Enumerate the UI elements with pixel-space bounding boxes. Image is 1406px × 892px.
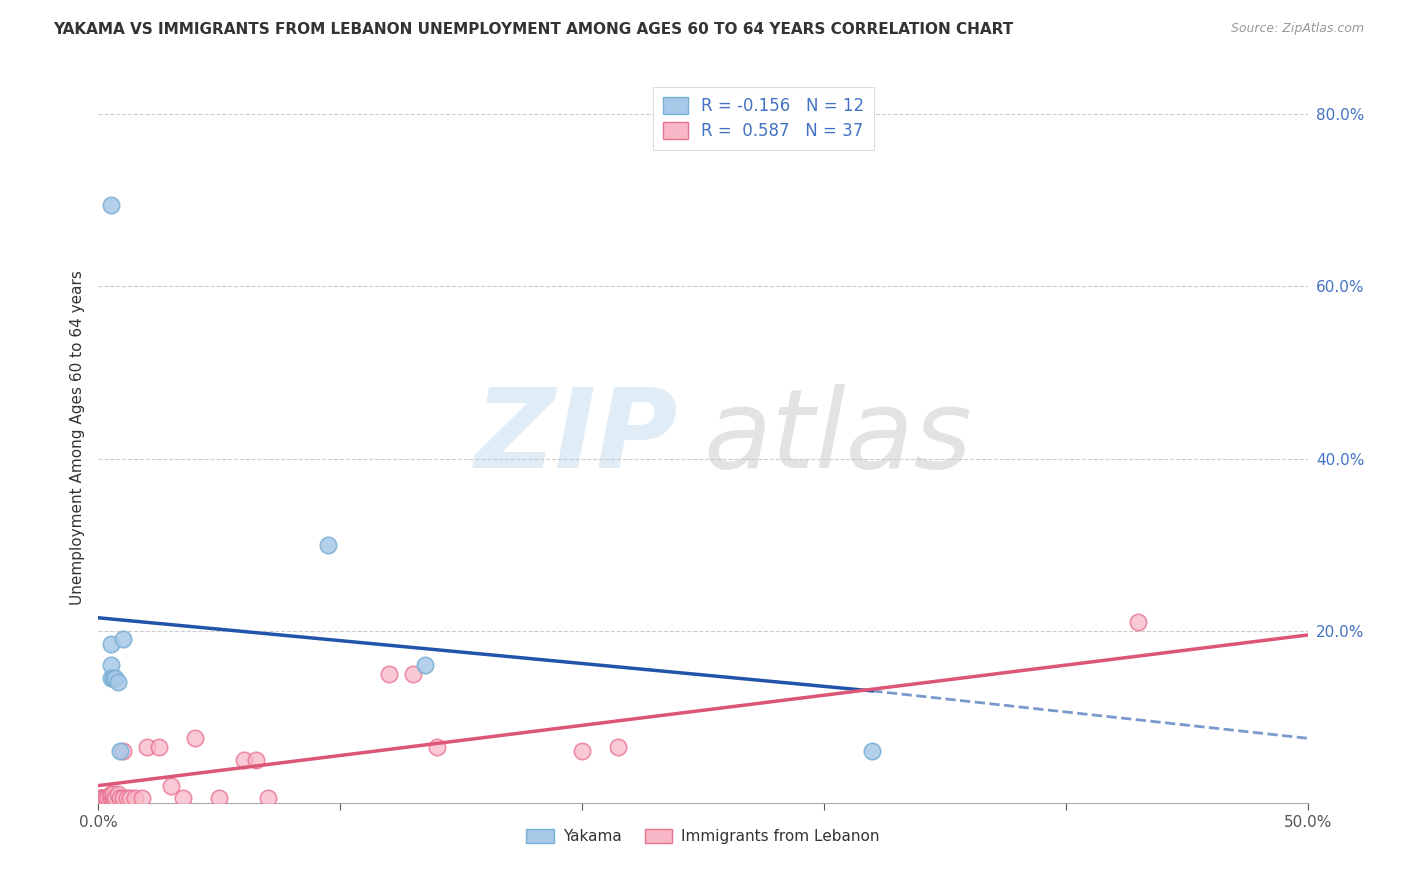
Point [135,739,157,754]
Point [100,791,122,805]
Point [100,791,122,805]
Legend: Yakama, Immigrants from Lebanon: Yakama, Immigrants from Lebanon [520,822,886,850]
Point [100,637,122,651]
Point [104,791,127,805]
Point [118,791,141,805]
Point [377,666,399,681]
Point [232,753,254,767]
Point [91,791,114,805]
Text: Source: ZipAtlas.com: Source: ZipAtlas.com [1230,22,1364,36]
Point [860,744,883,758]
Point [100,658,122,673]
Text: atlas: atlas [703,384,972,491]
Point [316,538,339,552]
Text: ZIP: ZIP [475,384,679,491]
Point [101,671,124,685]
Point [131,791,153,805]
Point [91,791,114,805]
Point [107,675,129,690]
Y-axis label: Unemployment Among Ages 60 to 64 years: Unemployment Among Ages 60 to 64 years [69,269,84,605]
Point [245,753,267,767]
Point [101,787,124,801]
Point [100,787,122,801]
Point [111,632,134,647]
Point [402,666,425,681]
Point [148,739,170,754]
Point [108,791,131,805]
Point [117,791,139,805]
Point [256,791,278,805]
Point [97,791,120,805]
Point [160,779,183,793]
Point [184,731,207,746]
Point [413,658,436,673]
Point [571,744,593,758]
Point [208,791,231,805]
Point [607,739,630,754]
Point [94,791,117,805]
Point [100,671,122,685]
Text: YAKAMA VS IMMIGRANTS FROM LEBANON UNEMPLOYMENT AMONG AGES 60 TO 64 YEARS CORRELA: YAKAMA VS IMMIGRANTS FROM LEBANON UNEMPL… [53,22,1014,37]
Point [108,744,131,758]
Point [111,791,134,805]
Point [172,791,194,805]
Point [107,787,129,801]
Point [104,671,127,685]
Point [90,791,112,805]
Point [90,791,112,805]
Point [90,791,112,805]
Point [111,744,134,758]
Point [1128,615,1150,629]
Point [124,791,146,805]
Point [101,791,124,805]
Point [100,198,122,212]
Point [94,791,117,805]
Point [426,739,449,754]
